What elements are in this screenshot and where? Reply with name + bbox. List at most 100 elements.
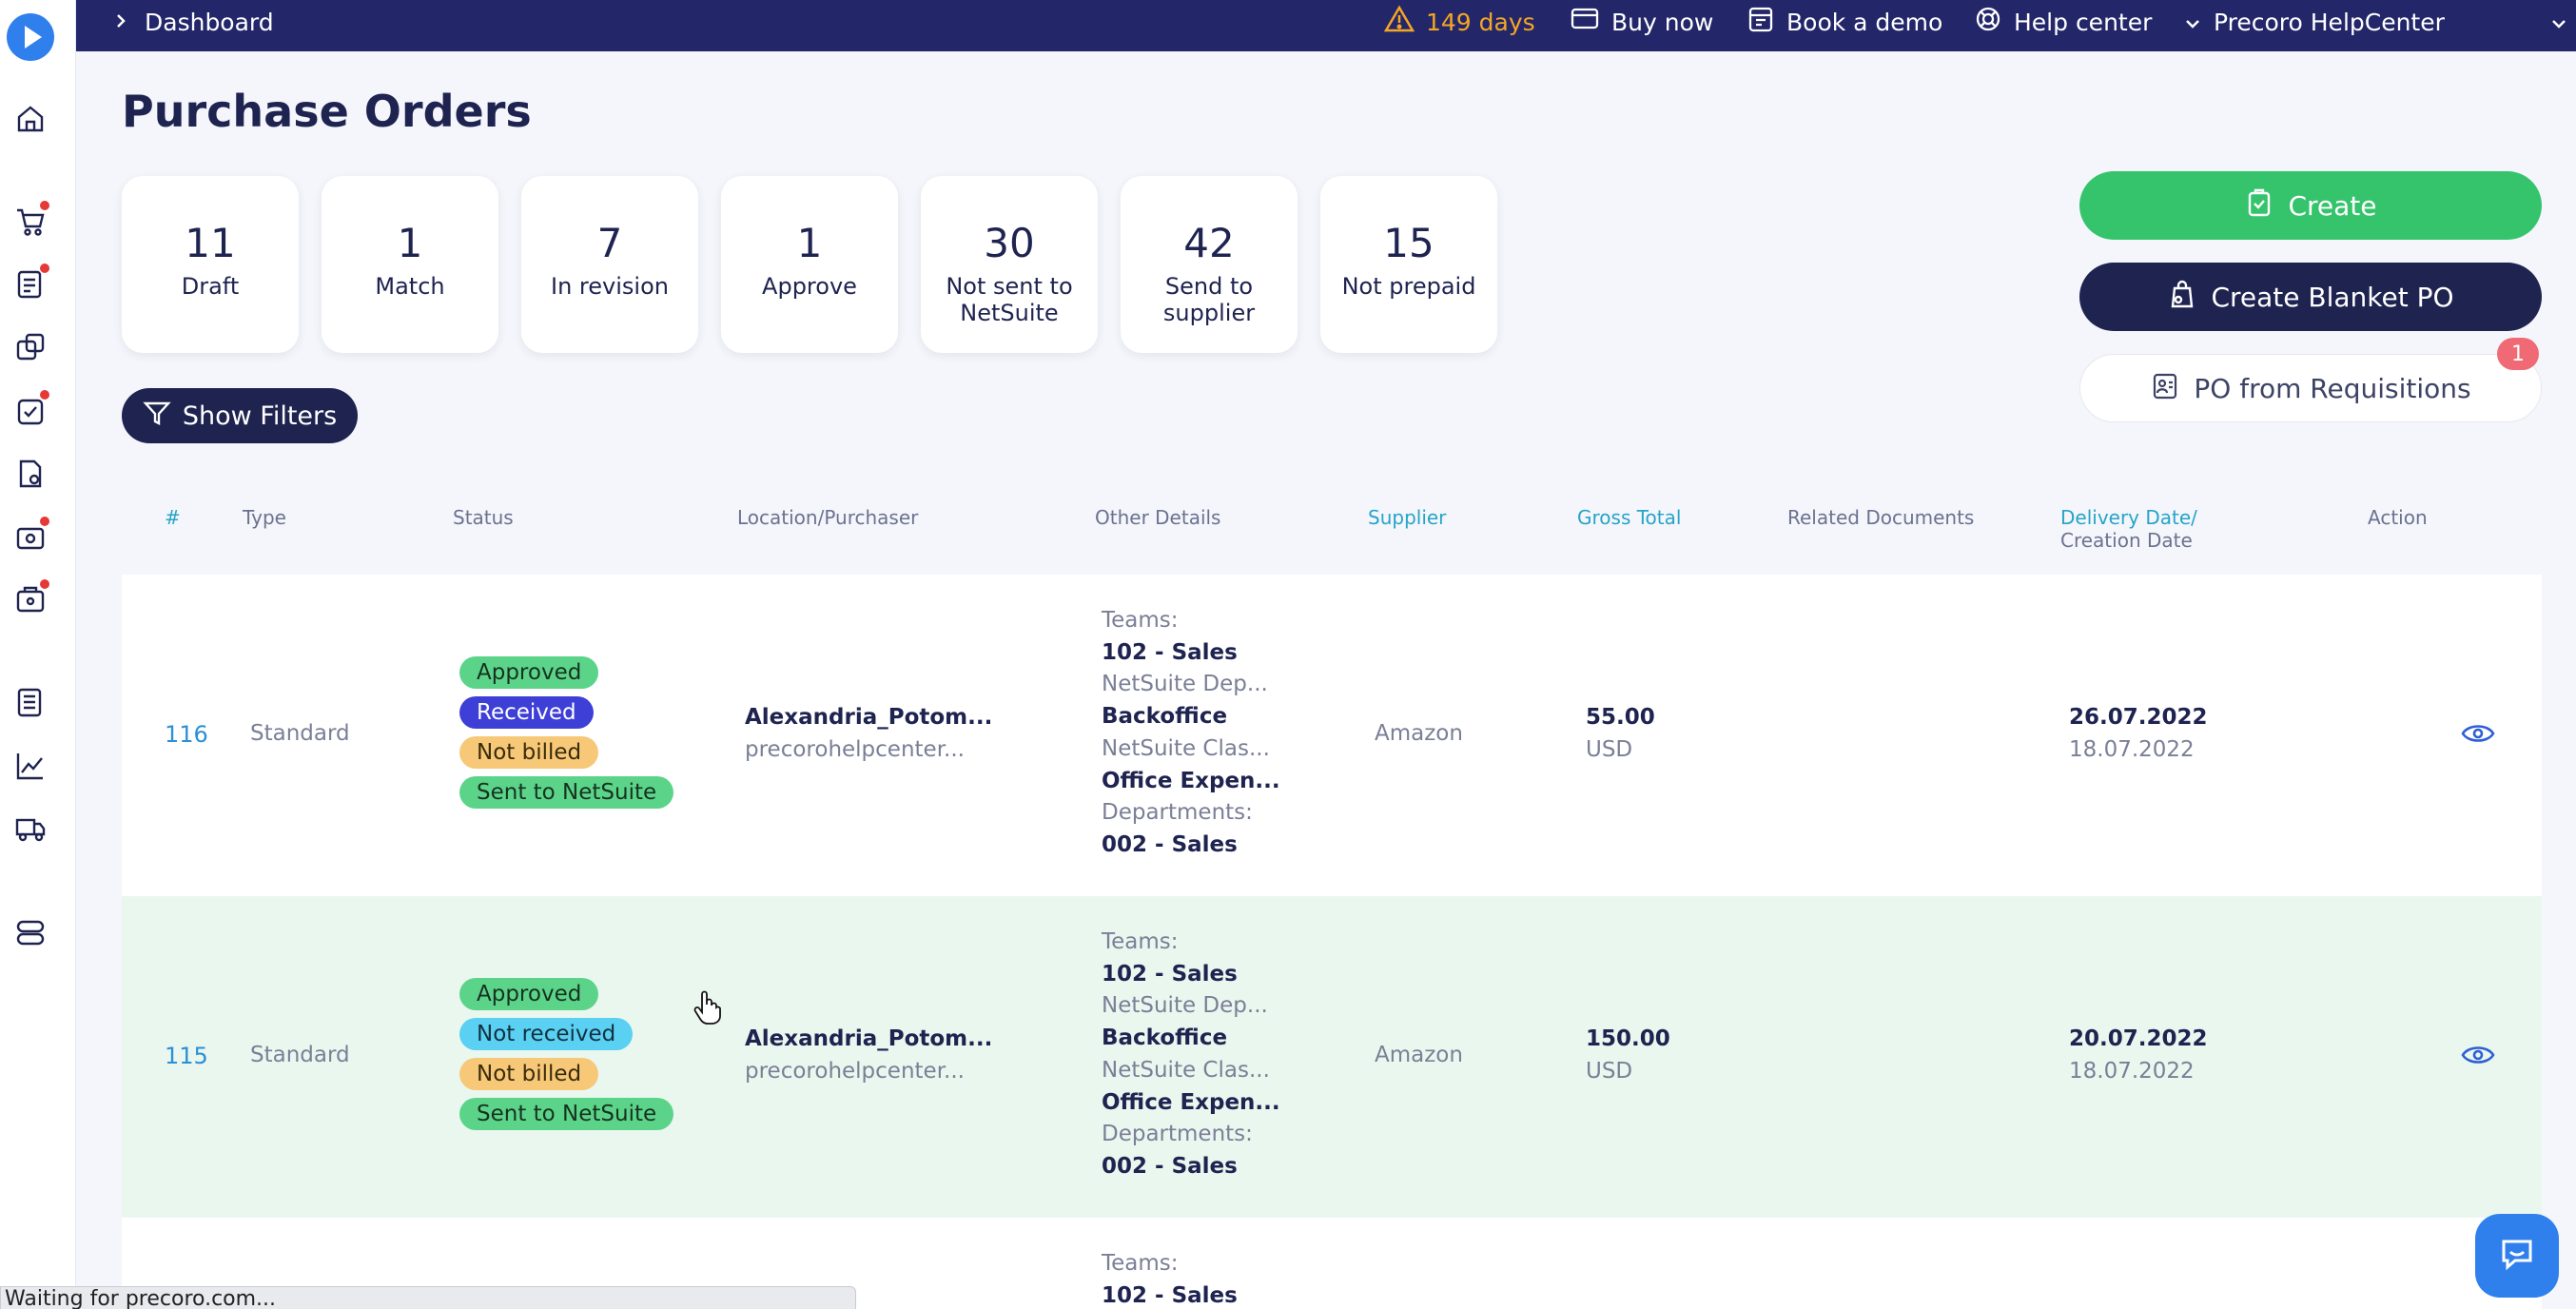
column-supplier[interactable]: Supplier [1368, 506, 1447, 529]
status-badge: Approved [459, 978, 599, 1010]
detail-line: 002 - Sales [1102, 831, 1238, 857]
receipts-icon[interactable] [13, 330, 48, 364]
supplier-name: Amazon [1375, 1043, 1463, 1067]
trial-indicator[interactable]: 149 days [1383, 0, 1535, 44]
card-icon [1570, 5, 1600, 39]
notification-dot [40, 390, 49, 400]
currency: USD [1586, 1059, 1633, 1084]
delivery-date: 26.07.2022 [2069, 705, 2208, 730]
stat-card-draft[interactable]: 11 Draft [122, 176, 299, 353]
table-row[interactable]: 115 Standard Approved Not received Not b… [122, 896, 2542, 1218]
settings-icon[interactable] [13, 915, 48, 949]
po-number-link[interactable]: 115 [165, 1043, 208, 1069]
hand-cursor-icon [693, 989, 723, 1029]
status-badge: Not billed [459, 1058, 599, 1090]
stat-card-send-to-supplier[interactable]: 42 Send to supplier [1121, 176, 1298, 353]
column-status: Status [453, 506, 514, 529]
detail-line: Office Expen... [1102, 768, 1280, 793]
table-row[interactable]: 116 Standard Approved Received Not bille… [122, 575, 2542, 896]
detail-line: Teams: [1102, 1251, 1179, 1276]
sidebar [0, 0, 76, 1309]
delivery-date: 20.07.2022 [2069, 1026, 2208, 1051]
buy-now-label[interactable]: Buy now [1611, 8, 1714, 36]
home-icon[interactable] [13, 102, 48, 136]
breadcrumb[interactable]: Dashboard [114, 0, 274, 44]
detail-line: NetSuite Dep... [1102, 672, 1268, 697]
chat-button[interactable] [2475, 1214, 2559, 1298]
stat-card-approve[interactable]: 1 Approve [721, 176, 898, 353]
payments-icon[interactable] [13, 517, 49, 554]
po-from-requisitions-label: PO from Requisitions [2194, 372, 2471, 404]
stat-count: 1 [397, 220, 423, 266]
chat-icon [2498, 1236, 2536, 1276]
column-delivery-date[interactable]: Delivery Date/ [2060, 506, 2197, 529]
user-menu[interactable] [2549, 0, 2576, 44]
help-center-label[interactable]: Help center [2014, 8, 2153, 36]
detail-line: Departments: [1102, 800, 1253, 826]
help-center-link[interactable]: Help center [1974, 0, 2152, 44]
location-name: Alexandria_Potom... [745, 705, 993, 730]
detail-line: NetSuite Dep... [1102, 993, 1268, 1019]
company-switcher[interactable]: Precoro HelpCenter [2183, 0, 2445, 44]
column-gross-total[interactable]: Gross Total [1577, 506, 1682, 529]
stat-label: Match [375, 273, 445, 300]
column-related-documents: Related Documents [1787, 506, 1975, 529]
column-delivery-creation-date[interactable]: Delivery Date/ Creation Date [2060, 506, 2197, 552]
stat-label: In revision [551, 273, 669, 300]
status-badge: Received [459, 696, 594, 729]
create-blanket-po-button[interactable]: Create Blanket PO [2079, 263, 2542, 331]
column-action: Action [2368, 506, 2428, 529]
warning-icon [1383, 5, 1415, 39]
show-filters-button[interactable]: Show Filters [122, 388, 358, 443]
trial-days: 149 days [1426, 8, 1535, 36]
suppliers-icon[interactable] [13, 811, 48, 845]
blanket-po-icon [2167, 279, 2197, 316]
detail-line: Teams: [1102, 608, 1179, 633]
view-eye-icon[interactable] [2461, 721, 2495, 744]
status-badge: Sent to NetSuite [459, 776, 674, 809]
budgets-icon[interactable] [13, 685, 48, 719]
currency: USD [1586, 737, 1633, 762]
requisition-icon [2150, 370, 2180, 407]
detail-line: Departments: [1102, 1122, 1253, 1147]
clipboard-check-icon [2244, 187, 2274, 225]
chevron-down-icon [2549, 9, 2568, 36]
approvals-icon[interactable] [13, 390, 49, 427]
other-details: Teams: 102 - Sales [1102, 1248, 1238, 1309]
po-from-requisitions-button[interactable]: PO from Requisitions [2079, 354, 2542, 422]
column-number[interactable]: # [165, 506, 181, 529]
stat-card-not-prepaid[interactable]: 15 Not prepaid [1320, 176, 1497, 353]
expenses-icon[interactable] [13, 579, 49, 616]
stat-count: 30 [984, 220, 1035, 266]
cart-icon[interactable] [13, 201, 49, 238]
book-demo-link[interactable]: Book a demo [1747, 0, 1942, 44]
view-eye-icon[interactable] [2461, 1043, 2495, 1065]
stat-card-in-revision[interactable]: 7 In revision [521, 176, 698, 353]
stat-label: Approve [762, 273, 857, 300]
book-demo-label[interactable]: Book a demo [1786, 8, 1943, 36]
stat-card-not-sent-to-netsuite[interactable]: 30 Not sent to NetSuite [921, 176, 1098, 353]
gross-total: 55.00 [1586, 705, 1655, 730]
company-name[interactable]: Precoro HelpCenter [2214, 8, 2445, 36]
detail-line: 102 - Sales [1102, 961, 1238, 987]
precoro-logo[interactable] [7, 13, 54, 61]
stat-label: Draft [181, 273, 240, 300]
notification-dot [40, 579, 49, 589]
invoices-icon[interactable] [13, 457, 48, 491]
gross-total: 150.00 [1586, 1026, 1670, 1051]
supplier-name: Amazon [1375, 721, 1463, 746]
chevron-right-icon [114, 9, 127, 36]
column-other-details: Other Details [1095, 506, 1221, 529]
po-number-link[interactable]: 116 [165, 721, 208, 748]
buy-now-link[interactable]: Buy now [1570, 0, 1713, 44]
column-type: Type [243, 506, 286, 529]
purchase-orders-icon[interactable] [13, 264, 49, 301]
create-button[interactable]: Create [2079, 171, 2542, 240]
stat-card-match[interactable]: 1 Match [322, 176, 498, 353]
status-badge: Approved [459, 656, 599, 689]
analytics-icon[interactable] [13, 749, 48, 783]
notification-dot [40, 517, 49, 526]
breadcrumb-label[interactable]: Dashboard [145, 8, 274, 36]
detail-line: Office Expen... [1102, 1089, 1280, 1115]
create-blanket-label: Create Blanket PO [2211, 281, 2454, 313]
